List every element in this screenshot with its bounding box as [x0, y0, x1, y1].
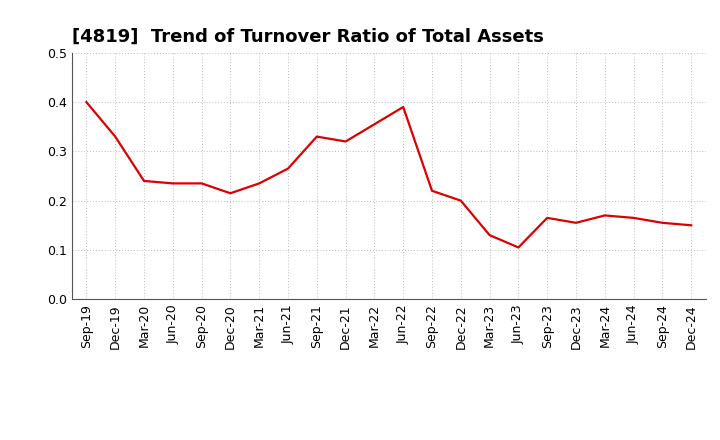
Text: [4819]  Trend of Turnover Ratio of Total Assets: [4819] Trend of Turnover Ratio of Total …: [72, 28, 544, 46]
